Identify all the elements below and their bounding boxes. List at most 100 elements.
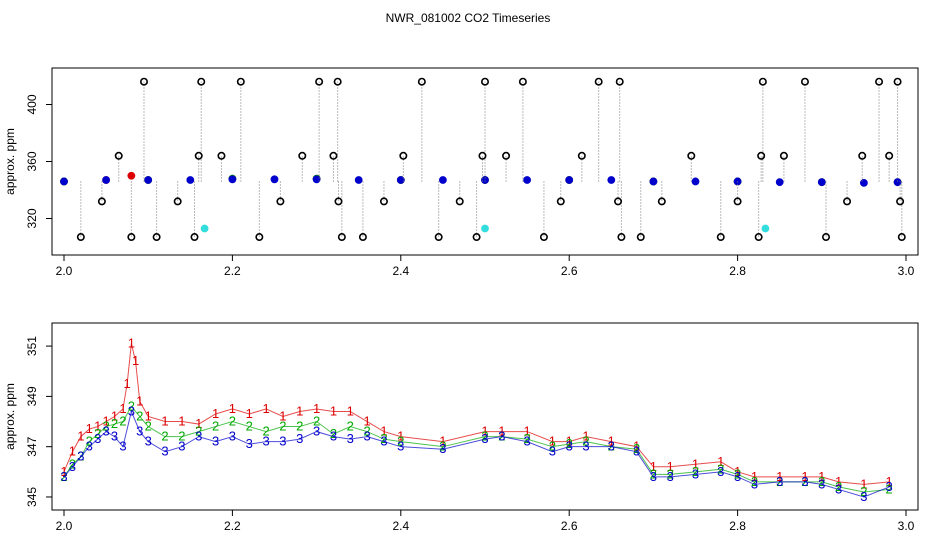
data-point: 2 <box>549 439 556 454</box>
data-point: 3 <box>523 434 530 449</box>
x-tick-label: 2.2 <box>224 264 241 278</box>
data-point <box>800 77 809 86</box>
data-point: 1 <box>498 424 505 439</box>
data-point: 1 <box>145 409 152 424</box>
data-point <box>312 175 321 184</box>
data-point <box>472 233 481 242</box>
x-tick-label: 2.8 <box>729 519 746 533</box>
data-point: 2 <box>523 431 530 446</box>
data-point: 2 <box>94 426 101 441</box>
data-point: 1 <box>229 401 236 416</box>
data-point: 2 <box>161 429 168 444</box>
data-point <box>480 77 489 86</box>
data-point: 2 <box>566 436 573 451</box>
y-tick-label: 400 <box>25 94 39 114</box>
data-point: 3 <box>886 479 893 494</box>
data-point <box>358 233 367 242</box>
data-point <box>190 233 199 242</box>
data-point <box>502 151 511 160</box>
data-point: 3 <box>69 459 76 474</box>
data-point: 3 <box>818 476 825 491</box>
data-point: 1 <box>86 421 93 436</box>
data-point: 2 <box>178 429 185 444</box>
data-point: 1 <box>397 429 404 444</box>
data-point <box>139 77 148 86</box>
data-point: 2 <box>481 429 488 444</box>
data-point: 3 <box>229 429 236 444</box>
data-point: 1 <box>801 469 808 484</box>
x-tick-label: 3.0 <box>898 519 915 533</box>
data-point <box>315 77 324 86</box>
data-point: 1 <box>633 439 640 454</box>
data-point <box>481 224 489 233</box>
data-point: 1 <box>330 403 337 418</box>
data-point <box>298 151 307 160</box>
series-2 <box>60 175 902 187</box>
data-point: 3 <box>633 444 640 459</box>
y-axis-label: approx. ppm <box>3 128 17 195</box>
data-point: 1 <box>178 414 185 429</box>
data-point <box>518 77 527 86</box>
data-point: 3 <box>60 469 67 484</box>
data-point: 1 <box>481 424 488 439</box>
data-point <box>194 151 203 160</box>
data-point: 2 <box>212 419 219 434</box>
data-point <box>270 175 279 184</box>
data-point <box>60 177 68 186</box>
data-point <box>379 197 388 206</box>
data-point: 1 <box>886 474 893 489</box>
data-point <box>860 178 868 187</box>
data-point <box>434 233 443 242</box>
data-point <box>565 176 574 184</box>
data-point <box>478 151 487 160</box>
data-point: 1 <box>734 464 741 479</box>
x-tick-label: 2.0 <box>56 264 73 278</box>
data-point <box>228 175 237 184</box>
data-point: 1 <box>582 429 589 444</box>
data-point: 1 <box>667 459 674 474</box>
data-point: 3 <box>481 431 488 446</box>
data-point: 2 <box>439 439 446 454</box>
data-point: 3 <box>801 474 808 489</box>
top-panel: 2.0 2.2 2.4 2.6 2.8 3.0 320 360 400 approx. ppm <box>3 67 919 278</box>
x-tick-label: 2.6 <box>561 264 578 278</box>
data-point <box>875 77 884 86</box>
data-point: 1 <box>124 376 131 391</box>
data-point: 2 <box>380 431 387 446</box>
data-point <box>76 233 85 242</box>
data-point: 1 <box>279 409 286 424</box>
data-point <box>754 233 763 242</box>
data-point: 1 <box>212 406 219 421</box>
data-point <box>481 176 489 184</box>
x-tick-label: 3.0 <box>898 264 915 278</box>
data-point <box>102 176 110 184</box>
data-point: 3 <box>549 444 556 459</box>
data-point <box>757 151 766 160</box>
data-point: 1 <box>136 393 143 408</box>
data-point: 1 <box>751 469 758 484</box>
data-point: 1 <box>692 456 699 471</box>
data-point <box>885 151 894 160</box>
data-point: 2 <box>279 419 286 434</box>
data-point: 3 <box>397 439 404 454</box>
data-point <box>455 197 464 206</box>
data-point <box>893 77 902 86</box>
data-point: 1 <box>650 459 657 474</box>
data-point: 1 <box>246 406 253 421</box>
data-point: 1 <box>776 469 783 484</box>
data-point: 2 <box>818 474 825 489</box>
x-tick-label: 2.4 <box>392 519 409 533</box>
data-point <box>197 77 206 86</box>
data-point: 2 <box>886 481 893 496</box>
y-tick-label: 347 <box>25 436 39 456</box>
data-point: 1 <box>347 403 354 418</box>
y-tick-label: 320 <box>25 208 39 228</box>
data-point: 3 <box>330 429 337 444</box>
data-point <box>691 177 700 186</box>
y-axis-label: approx. ppm <box>3 383 17 450</box>
data-point: 2 <box>347 419 354 434</box>
